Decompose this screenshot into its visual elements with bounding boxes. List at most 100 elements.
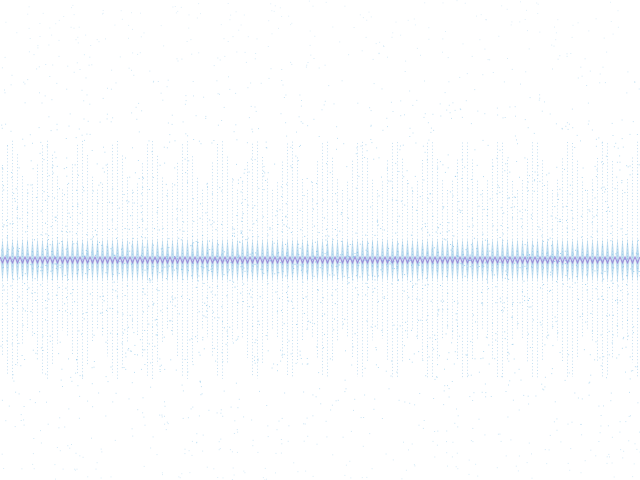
field-dot (243, 267, 245, 269)
field-dot (528, 442, 530, 444)
field-dot (239, 241, 241, 243)
field-dot (105, 38, 106, 40)
field-dot (119, 56, 121, 58)
field-dot (140, 212, 142, 214)
field-dot (184, 453, 186, 455)
field-dot (254, 342, 256, 344)
field-dot (633, 271, 635, 272)
field-dot (543, 267, 544, 269)
field-dot (539, 229, 541, 231)
field-dot (201, 393, 203, 395)
field-dot (88, 64, 90, 66)
field-dot (163, 146, 165, 148)
field-dot (128, 67, 130, 69)
field-dot (174, 184, 176, 186)
field-dot (551, 229, 553, 231)
field-dot (251, 128, 253, 130)
field-dot (141, 236, 142, 238)
field-dot (613, 476, 615, 478)
field-dot (323, 104, 325, 106)
field-dot (229, 279, 231, 281)
field-dot (589, 300, 591, 301)
field-dot (174, 256, 175, 257)
field-dot (65, 310, 67, 312)
spindle-core (440, 238, 445, 282)
spindle-core (330, 238, 335, 282)
field-dot (105, 164, 107, 166)
field-dot (501, 310, 503, 311)
field-dot (556, 418, 558, 420)
field-dot (181, 268, 182, 270)
field-dot (102, 12, 104, 14)
field-dot (213, 347, 215, 349)
field-dot (392, 32, 394, 34)
field-dot (191, 53, 193, 55)
field-dot (316, 183, 317, 184)
field-dot (164, 401, 165, 403)
field-dot (102, 13, 103, 15)
field-dot (333, 103, 335, 105)
field-dot (348, 54, 350, 56)
field-dot (70, 313, 71, 315)
spindle-core (75, 238, 80, 282)
field-dot (524, 19, 526, 20)
field-dot (11, 177, 13, 179)
field-dot (521, 290, 523, 292)
spindle-core (595, 238, 600, 282)
field-dot (93, 334, 95, 336)
field-dot (476, 248, 478, 250)
spindle-core (520, 238, 525, 282)
field-dot (308, 261, 310, 263)
field-dot (74, 469, 76, 471)
field-dot (178, 313, 180, 315)
field-dot (91, 251, 93, 253)
field-dot (576, 134, 578, 136)
field-dot (112, 188, 114, 190)
field-dot (128, 37, 129, 39)
field-dot (106, 309, 107, 311)
field-dot (252, 260, 254, 262)
spindle-core (55, 238, 60, 282)
field-dot (68, 125, 70, 127)
field-dot (616, 325, 618, 327)
field-dot (359, 276, 361, 278)
field-dot (529, 254, 531, 255)
field-dot (89, 56, 91, 58)
field-dot (439, 355, 440, 357)
field-dot (349, 460, 351, 462)
field-dot (543, 284, 545, 285)
field-dot (31, 250, 33, 252)
field-dot (17, 256, 19, 257)
field-dot (248, 306, 250, 308)
field-dot (559, 188, 561, 190)
field-dot (379, 41, 381, 43)
field-dot (632, 370, 634, 372)
field-dot (217, 477, 219, 478)
field-dot (72, 289, 74, 291)
field-dot (234, 286, 236, 288)
field-dot (569, 469, 571, 471)
field-dot (472, 314, 474, 316)
field-dot (206, 265, 208, 267)
field-dot (45, 307, 47, 309)
field-dot (195, 286, 197, 288)
field-dot (610, 233, 612, 234)
field-dot (221, 306, 223, 308)
field-dot (528, 298, 530, 299)
field-dot (425, 277, 427, 279)
field-dot (632, 476, 634, 478)
field-dot (582, 313, 584, 315)
field-dot (409, 90, 411, 92)
field-dot (199, 354, 201, 356)
field-dot (172, 299, 174, 301)
field-dot (42, 349, 44, 351)
field-dot (168, 265, 170, 267)
field-dot (470, 440, 472, 442)
field-dot (246, 142, 248, 144)
field-dot (4, 89, 5, 91)
field-dot (121, 18, 123, 20)
field-dot (265, 147, 267, 148)
field-dot (222, 477, 224, 479)
field-dot (237, 182, 239, 184)
field-dot (7, 260, 9, 261)
